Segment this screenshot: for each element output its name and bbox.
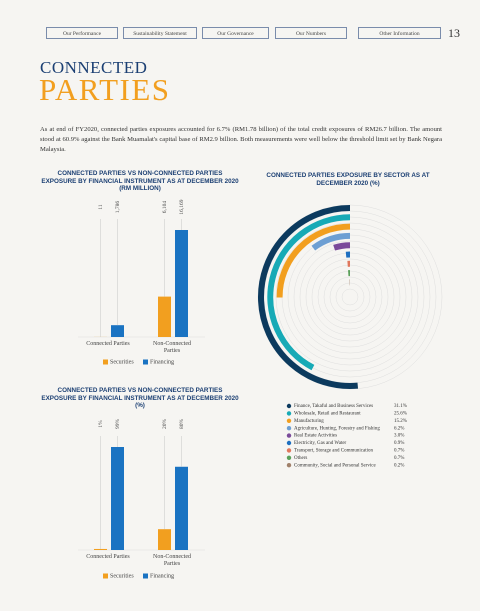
legend-dot (286, 411, 292, 416)
legend-swatch (143, 573, 148, 579)
legend-value: 3.0% (394, 434, 404, 439)
legend-label: Securities (110, 573, 134, 579)
title-line: PARTIES (39, 72, 171, 107)
legend-label: Real Estate Activities (294, 434, 337, 439)
legend-value: 6.2% (394, 426, 404, 431)
radial-bar (333, 242, 351, 251)
bar (94, 548, 107, 550)
bar (175, 230, 188, 337)
legend-value: 0.7% (394, 449, 404, 454)
legend-label: Wholesale, Retail and Restaurant (294, 412, 361, 417)
bar (111, 447, 124, 550)
legend-dot (286, 455, 292, 460)
ring (341, 288, 359, 306)
chart-title: CONNECTED PARTIES VS NON-CONNECTED PARTI… (41, 170, 239, 192)
x-tick-label: Connected Parties (86, 554, 130, 560)
bar (175, 466, 188, 550)
legend-value: 0.2% (394, 463, 404, 468)
title-line: CONNECTED (40, 58, 148, 77)
value-label: 99% (115, 419, 121, 430)
legend-dot (286, 426, 292, 431)
legend-value: 31.1% (394, 404, 407, 409)
legend-label: Transport, Storage and Communication (294, 449, 373, 454)
value-label: 1,786 (115, 201, 121, 214)
legend-label: Securities (110, 359, 134, 365)
legend-label: Others (294, 456, 307, 461)
legend-label: Agriculture, Hunting, Forestry and Fishi… (294, 426, 380, 431)
chart-title: CONNECTED PARTIES VS NON-CONNECTED PARTI… (41, 387, 239, 409)
x-tick-label: Connected Parties (86, 341, 130, 347)
legend-label: Manufacturing (294, 419, 324, 424)
nav-tab[interactable]: Our Performance (46, 27, 118, 39)
nav-tab[interactable]: Our Governance (202, 27, 269, 39)
legend-value: 0.7% (394, 456, 404, 461)
value-label: 6,104 (162, 201, 168, 214)
bar (111, 325, 124, 337)
nav-tab[interactable]: Other Information (358, 27, 441, 39)
legend-value: 0.9% (394, 441, 404, 446)
value-label: 11 (98, 204, 104, 210)
radial-bar (311, 232, 351, 251)
value-label: 16,169 (179, 199, 185, 214)
x-tick-label: Non-Connected Parties (153, 341, 191, 354)
ring (311, 258, 389, 336)
legend-dot (286, 403, 292, 409)
legend-dot (286, 433, 292, 438)
legend-label: Electricity, Gas and Water (294, 441, 347, 446)
chart-title: CONNECTED PARTIES EXPOSURE BY SECTOR AS … (266, 172, 430, 187)
ring (275, 222, 425, 372)
legend-value: 25.6% (394, 412, 407, 417)
ring (323, 270, 377, 324)
value-label: 20% (162, 419, 168, 430)
ring (329, 276, 371, 318)
legend-dot (286, 463, 292, 468)
legend-label: Financing (150, 359, 174, 365)
legend-swatch (103, 573, 108, 579)
legend-label: Community, Social and Personal Service (294, 463, 377, 468)
legend-dot (286, 440, 292, 446)
bar (158, 529, 171, 550)
legend-label: Financing (150, 573, 174, 579)
radial-bar (257, 205, 359, 389)
ring (335, 282, 365, 312)
ring (281, 228, 419, 366)
ring (293, 240, 407, 354)
legend-dot (286, 448, 292, 453)
value-label: 80% (179, 419, 185, 430)
legend-dot (286, 418, 292, 423)
bar (158, 296, 171, 337)
radial-bar (267, 214, 351, 371)
legend-swatch (103, 359, 108, 365)
page-number: 13 (448, 26, 460, 40)
x-tick-label: Non-Connected Parties (153, 554, 191, 567)
radial-bar (276, 223, 351, 298)
nav-tab[interactable]: Sustainability Statement (123, 27, 197, 39)
body-text: As at end of FY2020, connected parties e… (40, 126, 442, 153)
nav-tab[interactable]: Our Numbers (275, 27, 347, 39)
value-label: 1% (98, 420, 104, 428)
legend-label: Finance, Takaful and Business Services (294, 404, 373, 409)
legend-value: 15.2% (394, 419, 407, 424)
legend-swatch (143, 359, 148, 365)
